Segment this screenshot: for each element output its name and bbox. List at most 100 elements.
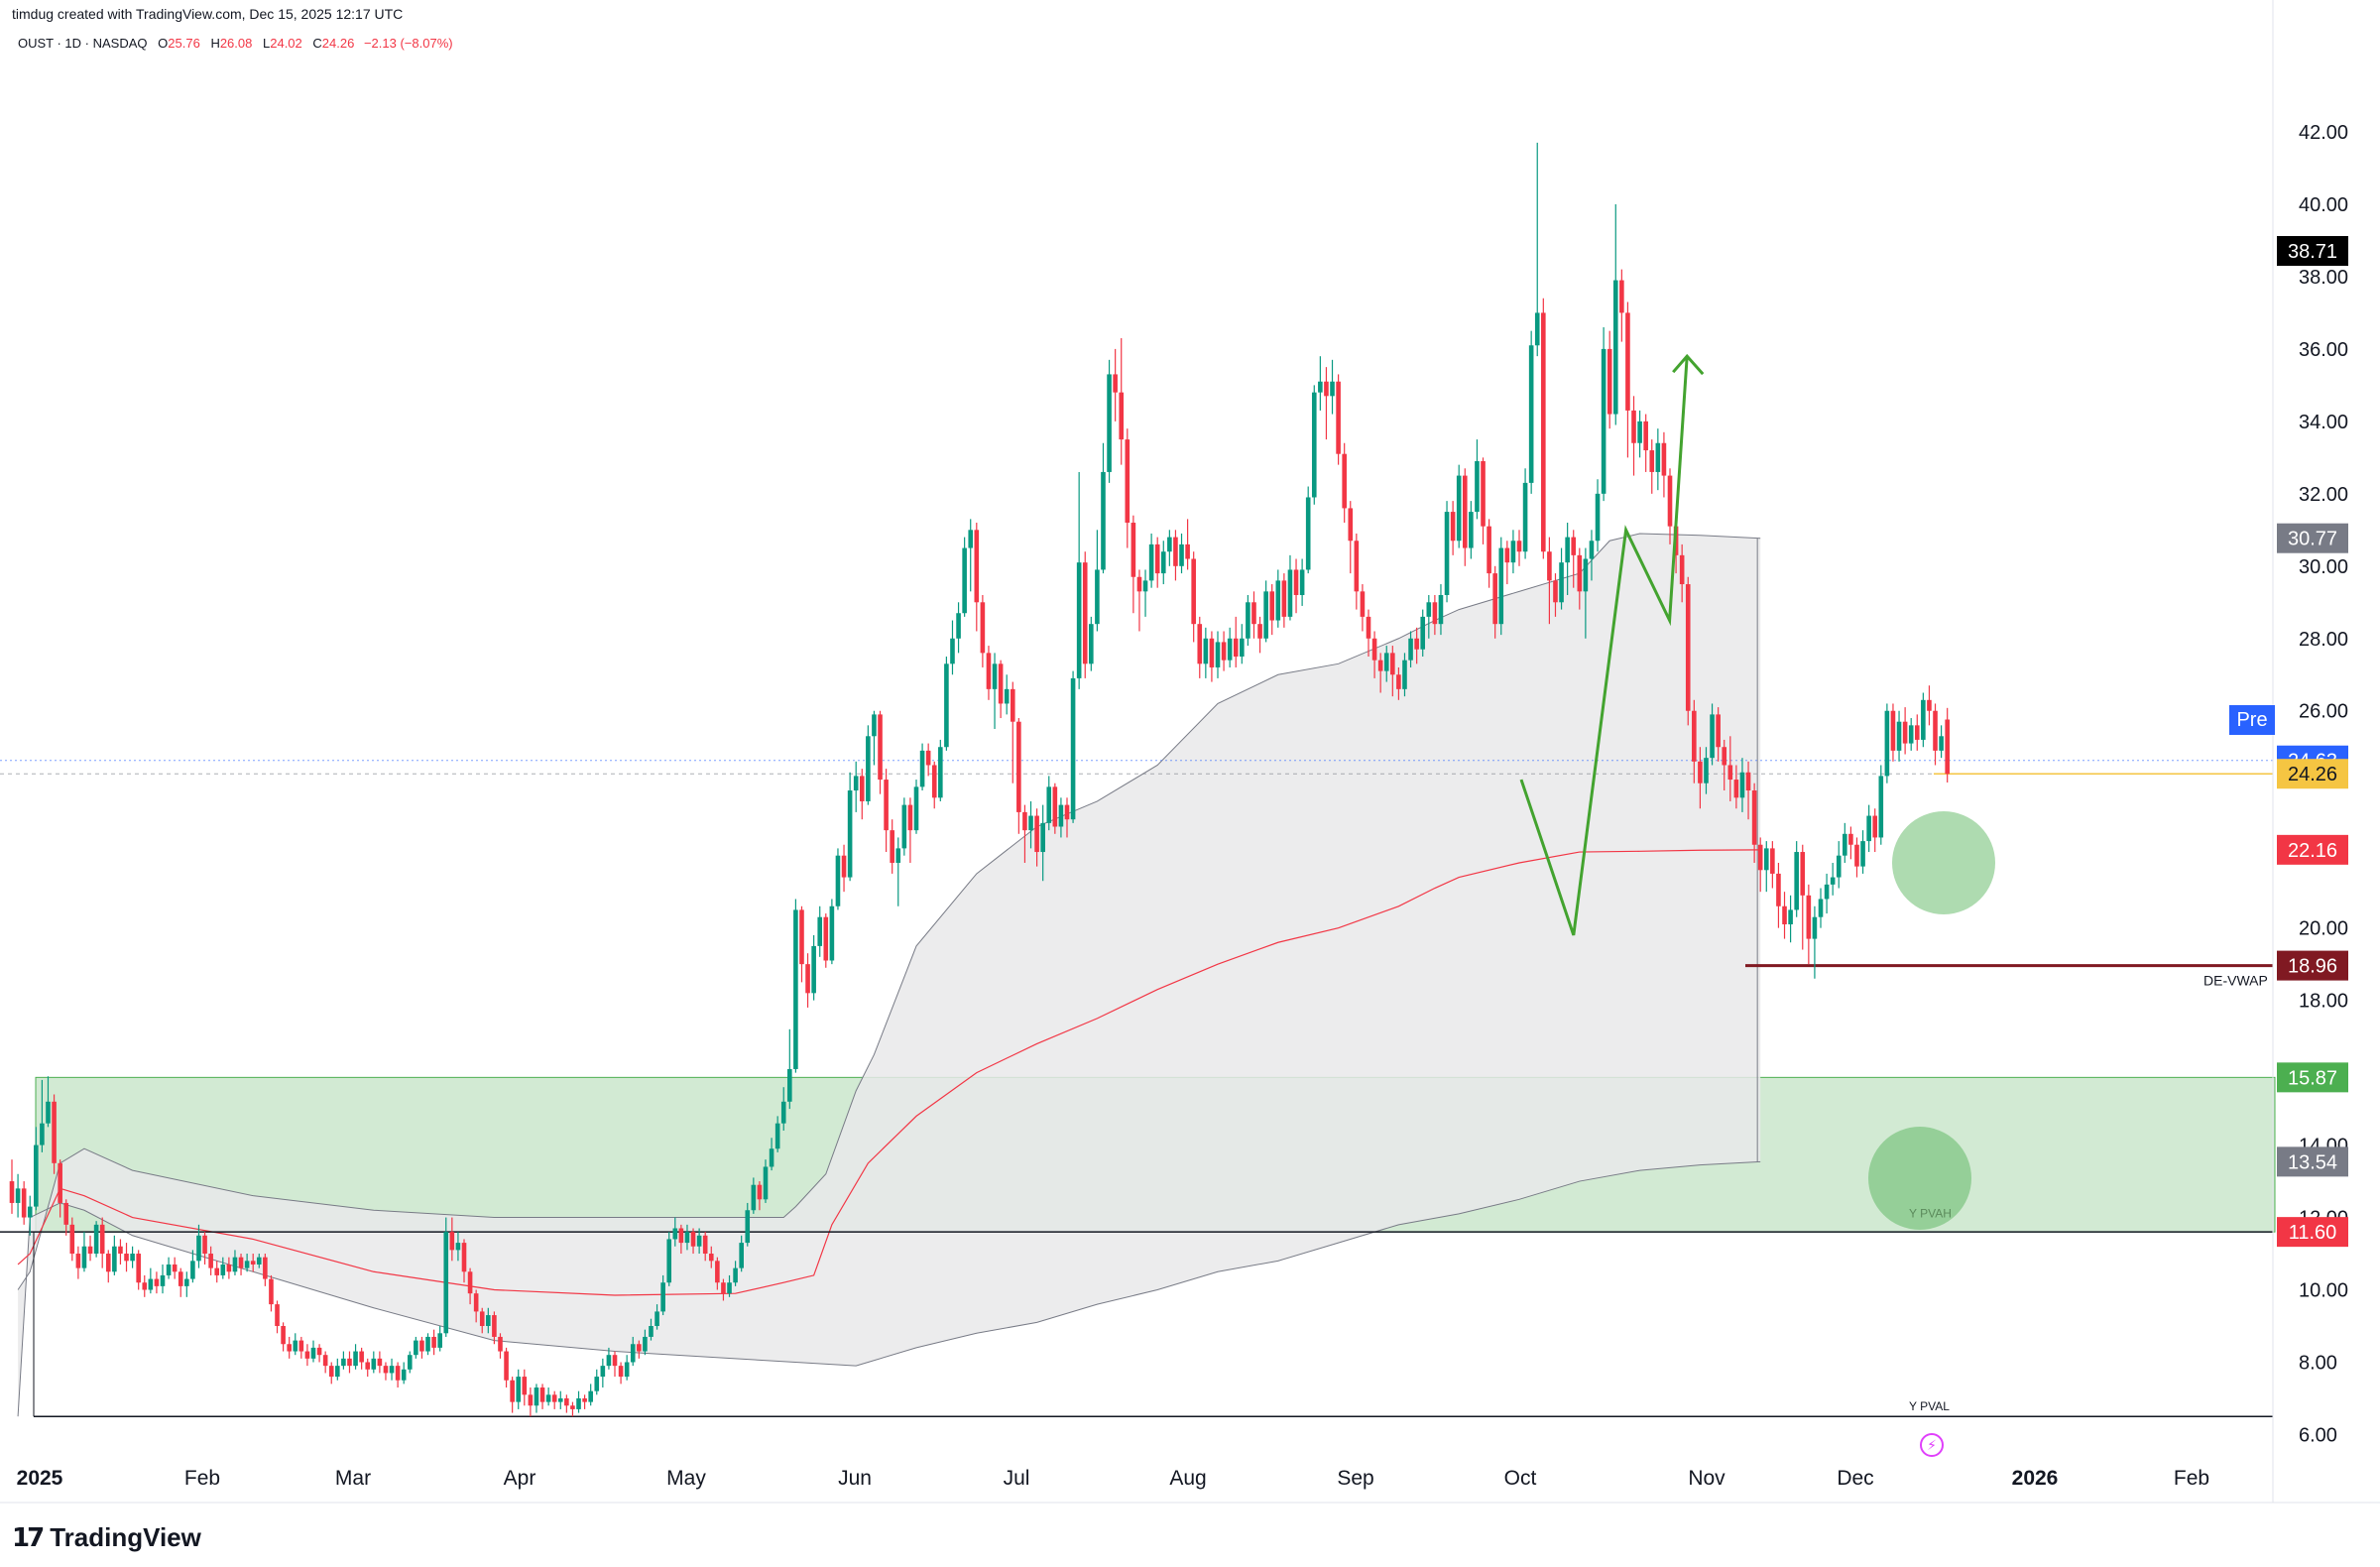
candle	[1475, 439, 1480, 520]
candle	[1246, 594, 1250, 647]
candle-body	[1516, 541, 1522, 552]
candle-body	[980, 602, 986, 654]
candle	[220, 1257, 226, 1279]
candle-body	[757, 1184, 763, 1200]
candle-body	[539, 1387, 545, 1402]
candle-body	[998, 663, 1004, 704]
candle	[823, 913, 829, 968]
candle-body	[1475, 460, 1480, 513]
open-value: 25.76	[168, 36, 200, 51]
candle-body	[1136, 576, 1142, 592]
candle-body	[389, 1366, 395, 1374]
candle	[244, 1254, 250, 1272]
candle	[154, 1271, 160, 1294]
candle-body	[690, 1232, 696, 1247]
candle	[1722, 739, 1727, 791]
candle-body	[15, 1188, 21, 1203]
candle	[1281, 573, 1287, 628]
candle	[1275, 569, 1281, 628]
candle-body	[232, 1257, 238, 1272]
candle-body	[1330, 381, 1335, 397]
candle-body	[1113, 374, 1118, 393]
tradingview-brand[interactable]: 𝟭𝟳 TradingView	[12, 1522, 201, 1553]
candle	[1287, 554, 1293, 621]
candle	[696, 1228, 702, 1255]
candle-body	[304, 1351, 310, 1359]
open-label: O	[158, 36, 169, 51]
candle	[1004, 674, 1010, 715]
candle-body	[1215, 642, 1221, 667]
candle-body	[1336, 381, 1341, 454]
candle-body	[160, 1274, 166, 1286]
candle-body	[624, 1362, 630, 1378]
candle-body	[570, 1405, 575, 1409]
candle-body	[884, 780, 889, 831]
x-tick-label: 2026	[2012, 1467, 2059, 1490]
candle	[618, 1362, 624, 1385]
candle	[190, 1250, 195, 1283]
candle	[1142, 569, 1148, 617]
candle	[1089, 616, 1094, 671]
candle	[1233, 616, 1239, 667]
price-label: 38.71	[2277, 236, 2348, 267]
candle-body	[872, 714, 877, 737]
candle-body	[684, 1232, 690, 1244]
candle	[1408, 631, 1413, 667]
candle-body	[1637, 421, 1642, 443]
candle-body	[986, 653, 992, 689]
candle-body	[1763, 848, 1769, 871]
candle	[322, 1351, 328, 1374]
candle-body	[534, 1387, 539, 1406]
candle-body	[618, 1366, 624, 1378]
candle	[1788, 895, 1793, 943]
premarket-badge: Pre	[2229, 705, 2275, 735]
price-label-bg	[2277, 1146, 2348, 1177]
candle	[1052, 783, 1058, 834]
candle	[841, 844, 847, 893]
candle	[1824, 873, 1830, 914]
price-label-text: 18.96	[2288, 956, 2337, 978]
candle	[890, 819, 894, 874]
candle	[335, 1358, 340, 1381]
tradingview-logo-icon: 𝟭𝟳	[12, 1522, 45, 1552]
candle	[105, 1250, 111, 1283]
candle-body	[1095, 569, 1100, 625]
trading-view-alert-icon[interactable]: ⚡	[1920, 1433, 1944, 1457]
candle	[293, 1333, 298, 1356]
candle-body	[263, 1257, 268, 1279]
candle	[1095, 530, 1100, 632]
candle-body	[1426, 602, 1432, 617]
candle	[1522, 468, 1528, 559]
candle	[15, 1173, 21, 1218]
candle-body	[1722, 747, 1727, 766]
candle	[1661, 431, 1667, 498]
candle	[859, 769, 865, 820]
candle	[455, 1232, 461, 1262]
candle-body	[148, 1278, 154, 1290]
candle-body	[811, 945, 816, 994]
candle	[1902, 707, 1908, 755]
candle-body	[250, 1261, 256, 1265]
low-value: 24.02	[270, 36, 302, 51]
candle	[287, 1336, 292, 1359]
candle-body	[1776, 873, 1781, 906]
candle-body	[407, 1355, 413, 1370]
candle-body	[1432, 602, 1438, 625]
candle	[1414, 627, 1419, 664]
candle	[425, 1333, 430, 1356]
candle-body	[63, 1202, 69, 1225]
candle-body	[763, 1166, 769, 1200]
candle-body	[1710, 714, 1715, 759]
candle	[769, 1138, 774, 1171]
candle	[256, 1254, 262, 1268]
candle	[486, 1307, 491, 1334]
candle	[660, 1274, 665, 1316]
candle	[557, 1390, 563, 1409]
candle	[443, 1217, 449, 1337]
candle-body	[630, 1344, 636, 1363]
candle-body	[1076, 562, 1082, 678]
candle-body	[878, 714, 883, 781]
candle	[389, 1358, 395, 1381]
candle	[539, 1384, 545, 1409]
